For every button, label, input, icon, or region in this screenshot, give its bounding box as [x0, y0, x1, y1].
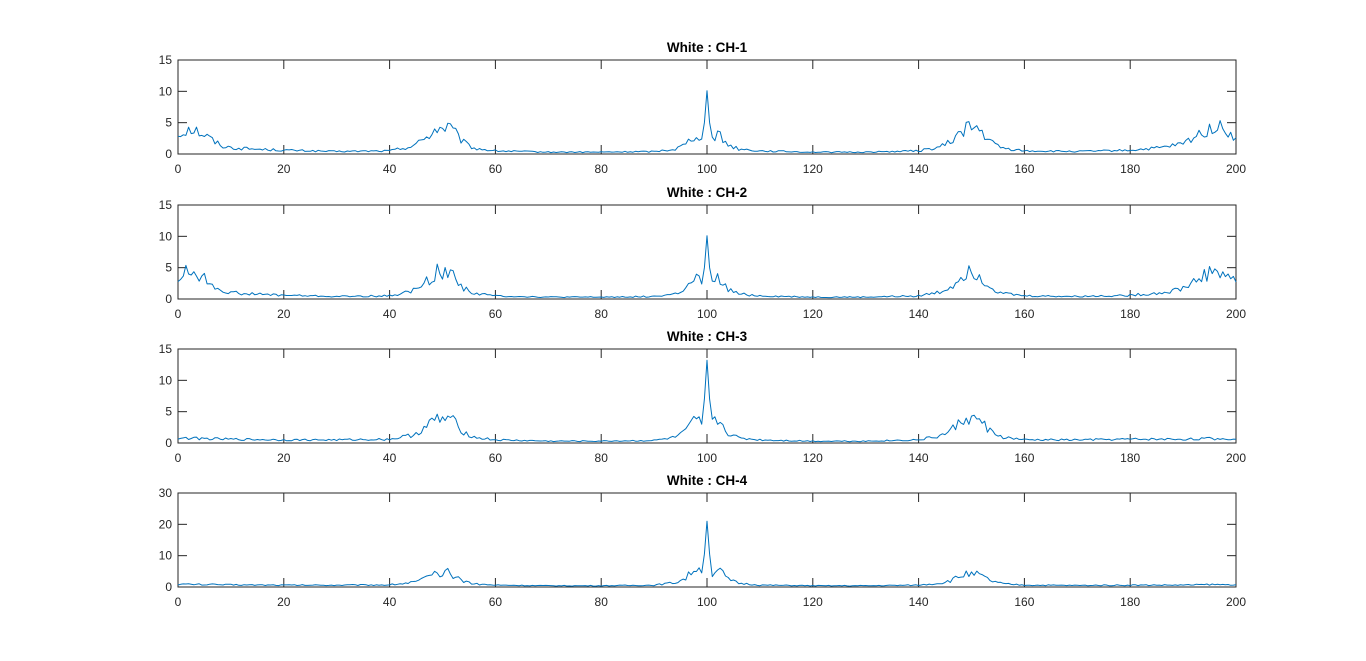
- subplot-title: White : CH-1: [667, 40, 748, 55]
- y-tick-label: 10: [159, 549, 173, 563]
- y-tick-label: 15: [159, 53, 173, 67]
- x-tick-label: 40: [383, 451, 397, 465]
- y-tick-label: 0: [165, 147, 172, 161]
- series-line: [177, 359, 1237, 443]
- y-tick-label: 0: [165, 436, 172, 450]
- x-tick-label: 60: [489, 307, 503, 321]
- y-tick-label: 15: [159, 198, 173, 212]
- x-tick-label: 100: [697, 307, 717, 321]
- x-tick-label: 120: [803, 307, 823, 321]
- x-tick-label: 180: [1120, 451, 1140, 465]
- x-tick-label: 180: [1120, 307, 1140, 321]
- x-tick-label: 40: [383, 595, 397, 609]
- x-tick-label: 80: [595, 162, 609, 176]
- y-tick-label: 5: [165, 405, 172, 419]
- x-tick-label: 100: [697, 162, 717, 176]
- x-tick-label: 180: [1120, 595, 1140, 609]
- x-tick-label: 160: [1014, 307, 1034, 321]
- subplot-1: 0 20 40 60 80 100 120 140 160 180 200 0 5 10 15 White :…: [159, 40, 1247, 176]
- x-tick-label: 0: [175, 451, 182, 465]
- x-tick-label: 180: [1120, 162, 1140, 176]
- y-tick-label: 20: [159, 517, 173, 531]
- y-tick-label: 10: [159, 229, 173, 243]
- x-tick-label: 80: [595, 451, 609, 465]
- y-tick-label: 5: [165, 261, 172, 275]
- x-tick-label: 120: [803, 595, 823, 609]
- y-tick-label: 5: [165, 116, 172, 130]
- y-tick-label: 30: [159, 486, 173, 500]
- y-tick-label: 0: [165, 580, 172, 594]
- axes-box: [177, 492, 1237, 588]
- x-tick-label: 160: [1014, 451, 1034, 465]
- x-tick-label: 160: [1014, 162, 1034, 176]
- x-tick-label: 120: [803, 451, 823, 465]
- x-tick-label: 0: [175, 595, 182, 609]
- y-tick-label: 0: [165, 292, 172, 306]
- x-tick-label: 80: [595, 595, 609, 609]
- x-tick-label: 100: [697, 451, 717, 465]
- x-tick-label: 40: [383, 162, 397, 176]
- axes-box: [177, 59, 1237, 155]
- subplot-2: 0 20 40 60 80 100 120 140 160 180 200 0 5 10 15 White :…: [159, 185, 1247, 321]
- subplot-3: 0 20 40 60 80 100 120 140 160 180 200 0 5 10 15 White :…: [159, 329, 1247, 465]
- series-line: [177, 235, 1237, 299]
- x-tick-label: 0: [175, 307, 182, 321]
- subplot-title: White : CH-3: [667, 329, 748, 344]
- subplot-title: White : CH-2: [667, 185, 747, 200]
- series-line: [177, 90, 1237, 154]
- x-tick-label: 20: [277, 307, 291, 321]
- x-tick-label: 60: [489, 162, 503, 176]
- y-tick-label: 15: [159, 342, 173, 356]
- x-tick-label: 60: [489, 451, 503, 465]
- subplot-4: 0 20 40 60 80 100 120 140 160 180 200 0 10 20 30 White …: [159, 473, 1247, 609]
- x-tick-label: 80: [595, 307, 609, 321]
- axes-box: [177, 204, 1237, 300]
- x-tick-label: 100: [697, 595, 717, 609]
- subplot-title: White : CH-4: [667, 473, 748, 488]
- x-tick-label: 140: [909, 162, 929, 176]
- x-tick-label: 140: [909, 451, 929, 465]
- x-tick-label: 40: [383, 307, 397, 321]
- x-tick-label: 20: [277, 595, 291, 609]
- x-tick-label: 200: [1226, 595, 1246, 609]
- y-tick-label: 10: [159, 84, 173, 98]
- y-tick-label: 10: [159, 373, 173, 387]
- x-tick-label: 200: [1226, 162, 1246, 176]
- x-tick-label: 20: [277, 162, 291, 176]
- x-tick-label: 20: [277, 451, 291, 465]
- x-tick-label: 60: [489, 595, 503, 609]
- x-tick-label: 140: [909, 595, 929, 609]
- x-tick-label: 160: [1014, 595, 1034, 609]
- x-tick-label: 0: [175, 162, 182, 176]
- x-tick-label: 200: [1226, 307, 1246, 321]
- x-tick-label: 120: [803, 162, 823, 176]
- x-tick-label: 200: [1226, 451, 1246, 465]
- x-tick-label: 140: [909, 307, 929, 321]
- series-line: [177, 520, 1237, 587]
